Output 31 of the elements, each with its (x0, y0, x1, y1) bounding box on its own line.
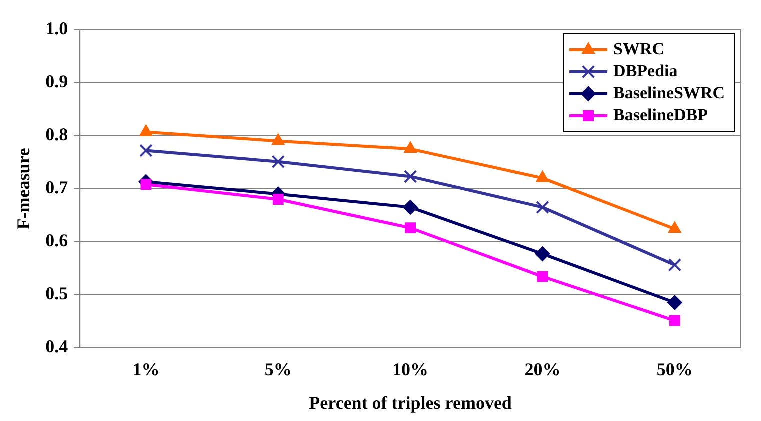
y-axis-title: F-measure (13, 148, 34, 230)
y-tick-label: 0.8 (46, 124, 68, 145)
y-tick-label: 0.5 (46, 283, 68, 304)
x-tick-label: 20% (524, 359, 561, 380)
point (536, 200, 550, 214)
x-tick-label: 10% (392, 359, 429, 380)
point (667, 295, 682, 310)
point (403, 200, 418, 215)
point (140, 144, 153, 158)
legend-label: SWRC (614, 39, 665, 58)
point (535, 246, 550, 262)
y-tick-label: 0.9 (46, 72, 68, 92)
legend-label: DBPedia (614, 61, 678, 80)
point (537, 271, 548, 282)
y-tick-label: 1.0 (46, 18, 68, 39)
point (668, 258, 682, 272)
point (272, 155, 286, 169)
point (669, 315, 680, 326)
x-tick-label: 50% (656, 359, 693, 380)
x-axis-title: Percent of triples removed (309, 392, 512, 413)
y-tick-label: 0.7 (46, 178, 68, 198)
legend-label: BaselineDBP (614, 105, 708, 124)
x-tick-label: 1% (132, 359, 160, 380)
point (404, 170, 418, 184)
point (405, 222, 416, 234)
legend-label: BaselineSWRC (614, 83, 726, 102)
point (140, 179, 152, 190)
point (272, 194, 284, 205)
y-tick-label: 0.6 (46, 230, 68, 251)
x-tick-label: 5% (264, 359, 292, 380)
y-tick-label: 0.4 (46, 336, 68, 356)
